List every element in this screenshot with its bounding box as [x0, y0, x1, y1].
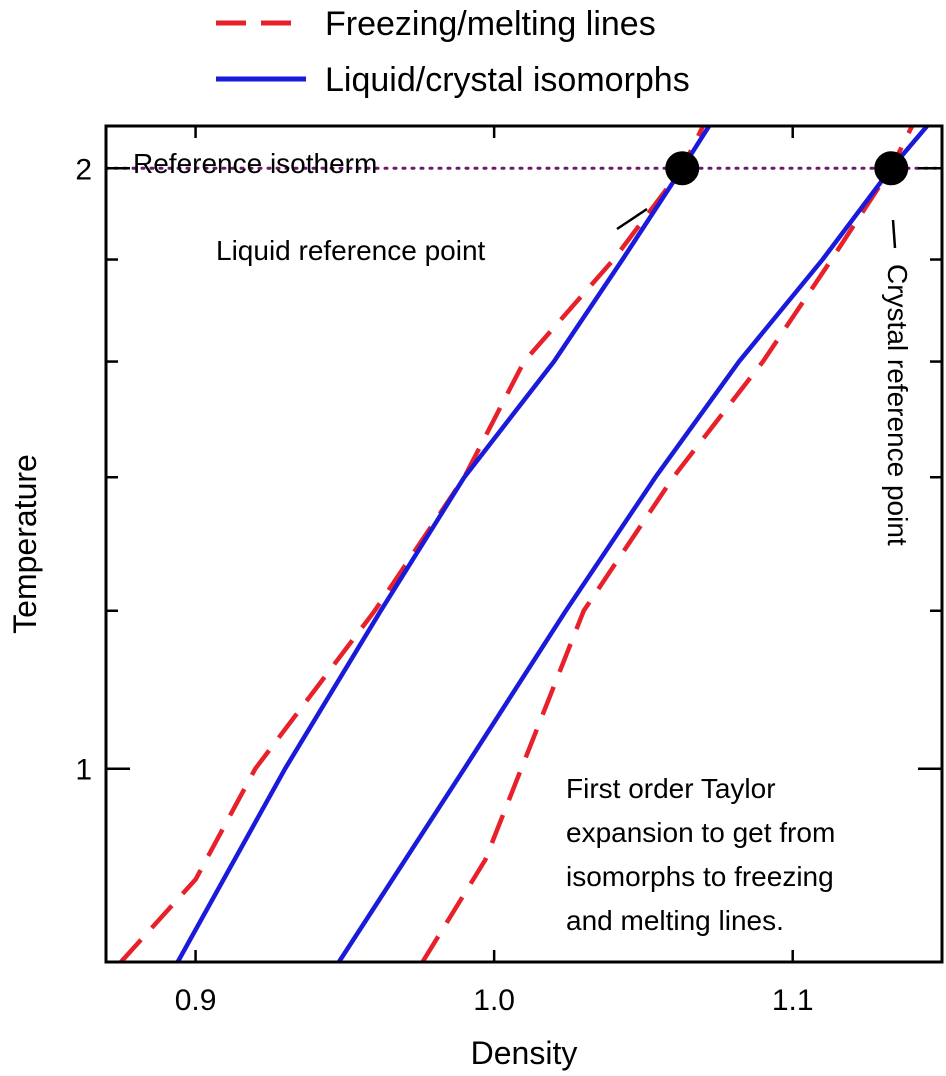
annotation-line: First order Taylor	[566, 773, 776, 804]
x-tick-label: 0.9	[175, 984, 217, 1017]
legend-label-isomorphs: Liquid/crystal isomorphs	[325, 61, 690, 99]
x-tick-label: 1.1	[772, 984, 814, 1017]
liquid-reference-point-label: Liquid reference point	[216, 235, 486, 266]
legend-label-freezing-melting: Freezing/melting lines	[325, 5, 656, 43]
x-tick-label: 1.0	[473, 984, 515, 1017]
plot-lines	[106, 126, 942, 962]
taylor-annotation: First order Taylor expansion to get from…	[566, 773, 835, 936]
y-tick-label: 1	[75, 754, 92, 787]
reference-isotherm-label: Reference isotherm	[133, 148, 377, 179]
plot-marks	[665, 151, 909, 186]
plot-frame	[104, 124, 944, 964]
liquid-reference-leader	[616, 207, 648, 231]
x-axis-label: Density	[471, 1035, 578, 1071]
crystal-reference-point	[874, 151, 909, 186]
crystal-reference-leader	[891, 219, 897, 249]
series-line-freezing-melting-2	[420, 126, 915, 962]
series-line-isomorphs-4	[337, 126, 929, 962]
annotation-line: and melting lines.	[566, 905, 784, 936]
liquid-reference-point	[665, 151, 700, 186]
annotation-line: expansion to get from	[566, 817, 835, 848]
crystal-reference-point-label: Crystal reference point	[882, 264, 913, 546]
legend: Freezing/melting lines Liquid/crystal is…	[216, 5, 690, 99]
series-line-isomorphs-3	[175, 126, 711, 962]
y-axis-label: Temperature	[7, 454, 43, 634]
annotation-line: isomorphs to freezing	[566, 861, 834, 892]
series-line-freezing-melting-1	[119, 126, 706, 962]
axis-ticks: 0.9 1.0 1.1 1 2	[75, 126, 942, 1017]
y-tick-label: 2	[75, 153, 92, 186]
